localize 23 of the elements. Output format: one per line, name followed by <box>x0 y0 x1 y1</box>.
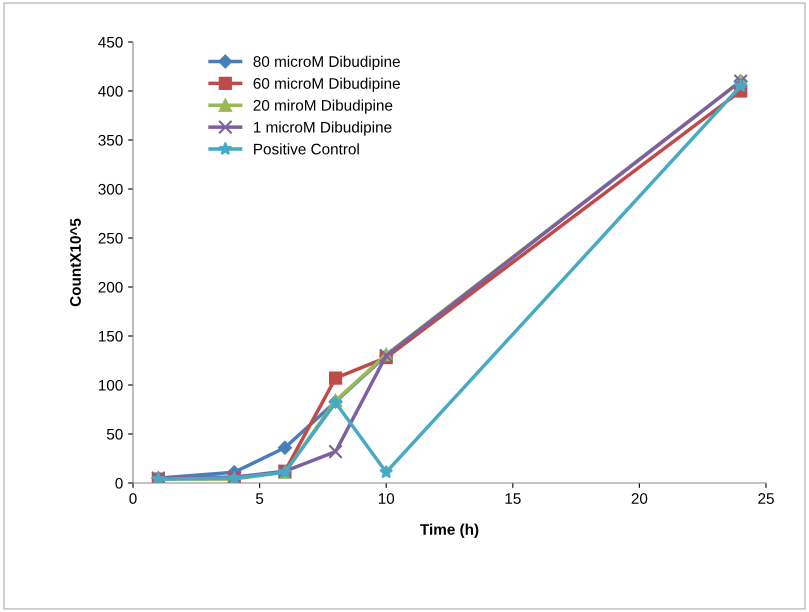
y-tick-label: 250 <box>98 232 123 244</box>
y-tick-label: 300 <box>98 184 123 195</box>
legend-label: 1 microM Dibudipine <box>254 121 392 136</box>
y-tick-label: 50 <box>106 428 123 440</box>
legend-label: Positive Control <box>254 143 359 154</box>
legend-label: 60 microM Dibudipine <box>254 78 400 92</box>
y-tick-label: 200 <box>98 282 123 293</box>
y-tick-label: 150 <box>98 330 123 342</box>
y-tick-label: 0 <box>115 478 123 489</box>
y-tick-label: 400 <box>98 86 123 97</box>
x-tick-label: 10 <box>378 493 394 504</box>
y-tick-label: 350 <box>98 134 123 146</box>
legend-label: 80 microM Dibudipine <box>253 56 400 70</box>
x-axis-title: Time (h) <box>420 524 478 538</box>
x-tick-label: 20 <box>632 493 648 504</box>
y-tick-label: 100 <box>98 380 123 391</box>
x-tick-label: 15 <box>505 493 521 504</box>
y-axis-title: CountX10^5 <box>70 218 81 306</box>
legend-label: 20 miroM Dibudipine <box>254 100 392 114</box>
y-tick-label: 450 <box>98 36 123 48</box>
x-tick-label: 25 <box>758 493 774 504</box>
x-tick-label: 0 <box>129 493 137 504</box>
x-tick-label: 5 <box>256 493 264 504</box>
